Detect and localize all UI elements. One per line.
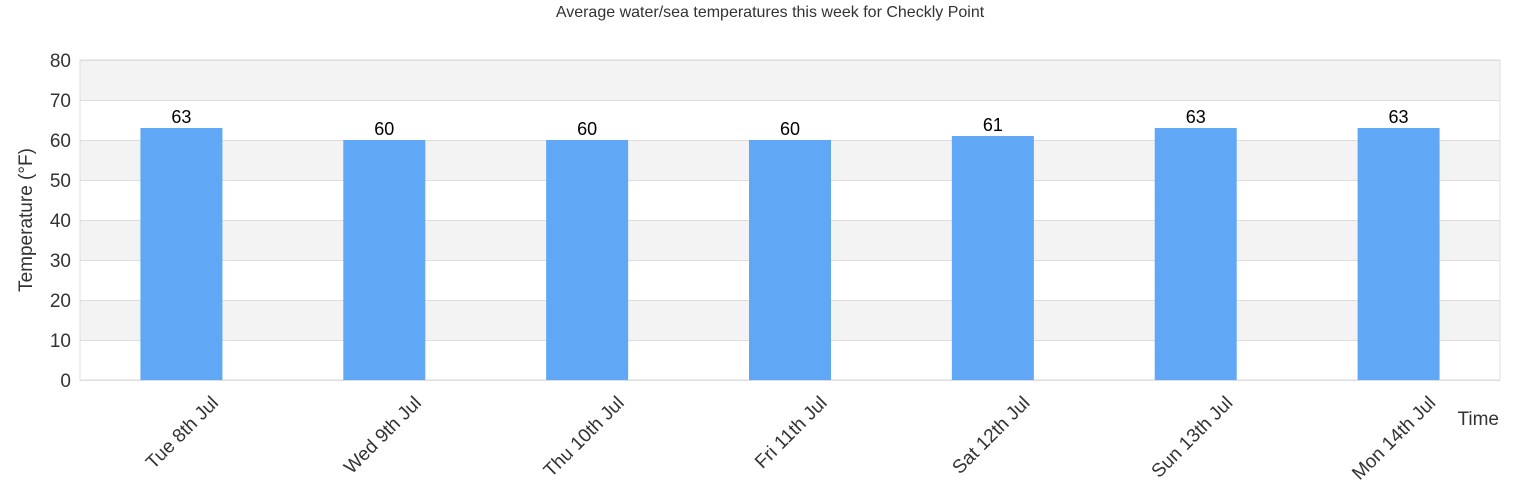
- bar: [1357, 128, 1440, 380]
- x-tick-label: Sun 13th Jul: [1148, 393, 1238, 483]
- chart-title: Average water/sea temperatures this week…: [556, 4, 985, 21]
- data-label: 63: [1389, 107, 1409, 127]
- bar-series: [140, 128, 1440, 380]
- x-axis-ticks: Tue 8th Jul Wed 9th Jul Thu 10th Jul Fri 11…: [142, 393, 1440, 485]
- y-tick-label: 0: [60, 371, 71, 392]
- data-labels: 63 60 60 60 61 63 63: [171, 107, 1408, 139]
- data-label: 60: [780, 119, 800, 139]
- x-tick-label: Thu 10th Jul: [540, 393, 629, 482]
- x-tick-label: Wed 9th Jul: [340, 393, 426, 479]
- x-tick-label: Mon 14th Jul: [1348, 393, 1440, 485]
- plot-band: [80, 60, 1500, 100]
- bar: [140, 128, 223, 380]
- x-tick-label: Sat 12th Jul: [949, 393, 1035, 479]
- x-tick-label: Fri 11th Jul: [751, 393, 831, 473]
- y-tick-label: 10: [50, 331, 71, 352]
- data-label: 61: [983, 115, 1003, 135]
- y-tick-label: 40: [50, 211, 71, 232]
- bar: [951, 136, 1034, 380]
- y-tick-label: 80: [50, 51, 71, 72]
- y-tick-label: 50: [50, 171, 71, 192]
- bar: [1154, 128, 1237, 380]
- plot-band: [80, 100, 1500, 140]
- bar: [749, 140, 831, 380]
- data-label: 60: [577, 119, 597, 139]
- data-label: 63: [171, 107, 191, 127]
- y-axis-ticks: 0 10 20 30 40 50 60 70 80: [50, 51, 71, 392]
- data-label: 60: [374, 119, 394, 139]
- y-tick-label: 70: [50, 91, 71, 112]
- y-tick-label: 30: [50, 251, 71, 272]
- x-tick-label: Tue 8th Jul: [142, 393, 223, 474]
- y-tick-label: 20: [50, 291, 71, 312]
- bar: [546, 140, 629, 380]
- data-label: 63: [1186, 107, 1206, 127]
- bar: [343, 140, 426, 380]
- x-axis-title: Time: [1457, 409, 1499, 430]
- y-tick-label: 60: [50, 131, 71, 152]
- y-axis-title: Temperature (°F): [16, 148, 37, 292]
